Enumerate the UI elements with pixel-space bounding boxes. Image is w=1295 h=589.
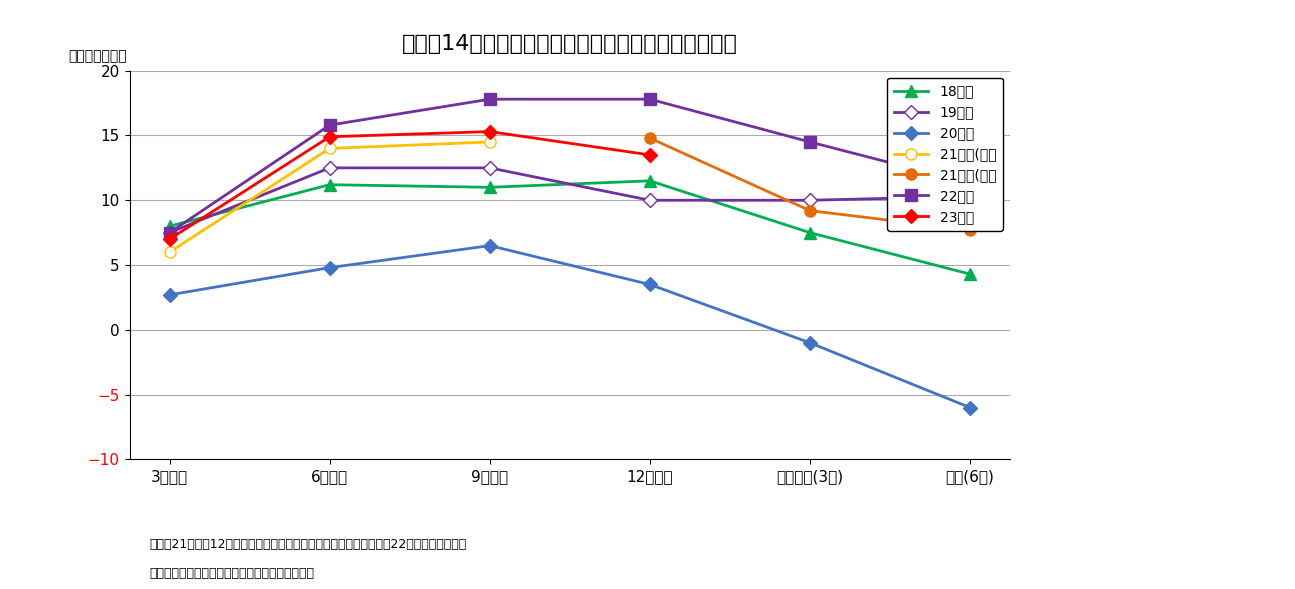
Line: 22年度: 22年度 (164, 94, 975, 238)
22年度 (162, 229, 177, 236)
Title: （図表14）ソフトウェア投資計画（全規模・全産業）: （図表14）ソフトウェア投資計画（全規模・全産業） (401, 34, 738, 54)
Text: （前年比：％）: （前年比：％） (67, 49, 127, 63)
Line: 18年度: 18年度 (164, 176, 975, 280)
Legend: 18年度, 19年度, 20年度, 21年度(旧）, 21年度(新）, 22年度, 23年度: 18年度, 19年度, 20年度, 21年度(旧）, 21年度(新）, 22年度… (887, 78, 1004, 231)
22年度 (482, 95, 497, 102)
21年度(新） (642, 134, 658, 141)
19年度 (162, 229, 177, 236)
21年度(新） (962, 227, 978, 234)
21年度(新） (802, 207, 817, 214)
19年度 (322, 164, 338, 171)
19年度 (642, 197, 658, 204)
20年度 (482, 242, 497, 249)
20年度 (802, 339, 817, 346)
22年度 (642, 95, 658, 102)
20年度 (642, 281, 658, 288)
Line: 21年度(新）: 21年度(新） (645, 133, 975, 236)
23年度 (642, 151, 658, 158)
22年度 (802, 138, 817, 145)
21年度(旧） (482, 138, 497, 145)
Text: （資料）日本銀行「全国企業短期経済観測調査」: （資料）日本銀行「全国企業短期経済観測調査」 (149, 567, 313, 580)
22年度 (322, 121, 338, 128)
18年度 (482, 184, 497, 191)
23年度 (162, 236, 177, 243)
20年度 (322, 264, 338, 271)
18年度 (642, 177, 658, 184)
23年度 (322, 133, 338, 140)
19年度 (962, 193, 978, 200)
21年度(旧） (322, 145, 338, 152)
19年度 (802, 197, 817, 204)
18年度 (962, 270, 978, 277)
22年度 (962, 180, 978, 187)
Text: （注）21年度分12月調査は新旧併記、実績見込み以降は新ベース、22年度分は新ベース: （注）21年度分12月調査は新旧併記、実績見込み以降は新ベース、22年度分は新ベ… (149, 538, 466, 551)
18年度 (322, 181, 338, 188)
Line: 20年度: 20年度 (164, 241, 975, 412)
Line: 19年度: 19年度 (164, 163, 975, 237)
23年度 (482, 128, 497, 135)
20年度 (162, 292, 177, 299)
Line: 21年度(旧）: 21年度(旧） (164, 137, 495, 257)
18年度 (802, 229, 817, 236)
18年度 (162, 223, 177, 230)
19年度 (482, 164, 497, 171)
21年度(旧） (162, 249, 177, 256)
Line: 23年度: 23年度 (164, 127, 655, 244)
20年度 (962, 404, 978, 411)
